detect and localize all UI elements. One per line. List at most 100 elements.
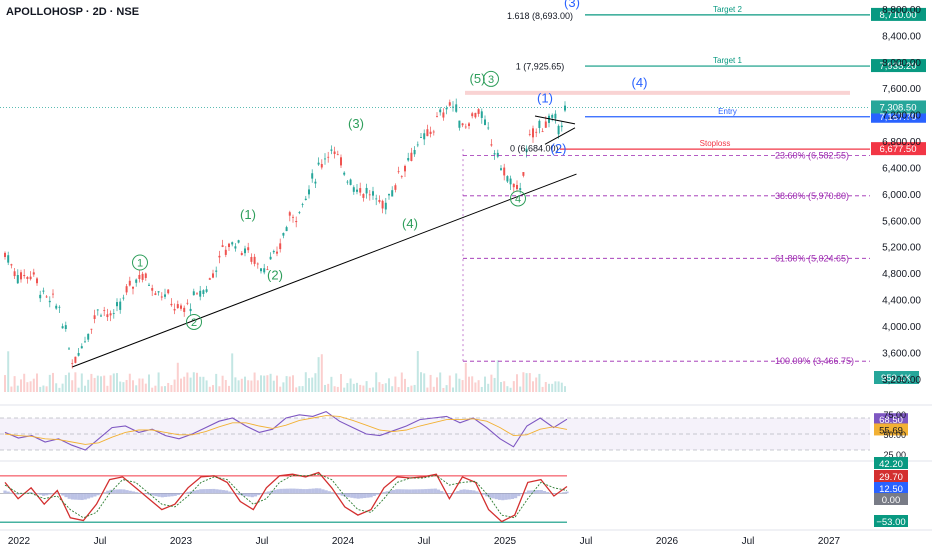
candle-body <box>528 134 531 135</box>
osc-histogram-bar <box>67 493 71 499</box>
candle-body <box>154 293 157 295</box>
candle-body <box>61 326 64 329</box>
volume-bar <box>311 377 314 392</box>
candle-body <box>64 325 67 329</box>
osc-histogram-bar <box>208 488 213 494</box>
candle-body <box>13 271 16 277</box>
volume-bar <box>23 373 26 392</box>
candle-body <box>500 168 502 170</box>
fib-label: 23.60% (6,582.55) <box>775 150 849 160</box>
osc-histogram-bar <box>446 493 450 495</box>
volume-bar <box>196 372 198 392</box>
volume-bar <box>167 382 170 392</box>
candle-body <box>68 348 70 350</box>
candle-body <box>304 198 307 200</box>
volume-bar <box>202 376 205 392</box>
candle-body <box>247 247 250 251</box>
candle-body <box>87 333 90 340</box>
volume-bar <box>55 383 58 392</box>
candle-body <box>10 264 13 266</box>
osc-histogram-bar <box>443 492 447 494</box>
volume-bar <box>244 376 246 392</box>
y-tick-label: 4,400.00 <box>882 296 921 307</box>
wave-label: (2) <box>551 141 567 156</box>
candle-body <box>212 273 214 278</box>
osc-histogram-bar <box>131 491 136 494</box>
volume-bar <box>10 386 13 392</box>
price-layer <box>4 98 566 369</box>
volume-layer <box>4 351 566 392</box>
osc-histogram-bar <box>385 491 389 494</box>
candle-body <box>125 286 128 293</box>
trendline <box>72 173 577 368</box>
volume-bar <box>554 381 557 392</box>
candle-body <box>458 120 461 128</box>
osc-histogram-bar <box>279 488 283 494</box>
osc-histogram-bar <box>520 493 524 495</box>
volume-bar <box>231 353 234 392</box>
osc-histogram-bar <box>465 489 470 494</box>
candle-body <box>160 296 163 298</box>
osc-histogram-bar <box>167 493 171 497</box>
volume-bar <box>365 381 368 392</box>
osc-histogram-bar <box>539 490 543 494</box>
y-tick-label: 6,000.00 <box>882 190 921 201</box>
osc-histogram-bar <box>45 493 49 496</box>
volume-bar <box>144 383 147 392</box>
candle-body <box>308 189 310 195</box>
volume-bar <box>506 386 509 392</box>
osc-histogram-bar <box>96 493 100 496</box>
osc-histogram-bar <box>485 493 489 497</box>
candle-body <box>39 294 42 299</box>
volume-bar <box>336 386 339 392</box>
volume-bar <box>509 387 512 392</box>
wave-label: (5) <box>470 71 486 86</box>
candle-body <box>266 269 269 271</box>
volume-bar <box>327 383 330 392</box>
volume-bar <box>480 386 483 392</box>
volume-bar <box>269 373 272 392</box>
osc-histogram-bar <box>472 490 476 494</box>
candle-body <box>436 116 438 118</box>
osc-histogram-bar <box>170 493 174 497</box>
candle-body <box>340 157 342 166</box>
volume-bar <box>218 386 221 392</box>
volume-bar <box>388 378 390 392</box>
volume-bar <box>541 386 544 392</box>
candle-body <box>356 189 358 192</box>
candle-body <box>544 121 547 128</box>
volume-bar <box>157 372 160 392</box>
candle-body <box>327 156 330 158</box>
volume-bar <box>42 385 45 392</box>
osc-histogram-bar <box>144 493 148 495</box>
volume-bar <box>279 386 282 392</box>
volume-bar <box>346 383 349 392</box>
osc-histogram-bar <box>324 490 328 494</box>
volume-bar <box>324 384 326 392</box>
osc-histogram-bar <box>327 491 331 494</box>
candle-body <box>394 185 397 190</box>
fib-label: 61.80% (5,024.65) <box>775 253 849 263</box>
osc-value-label: 0.00 <box>882 495 901 506</box>
volume-bar <box>519 386 522 392</box>
candle-body <box>132 286 134 289</box>
candle-body <box>224 249 227 255</box>
candle-body <box>298 212 301 214</box>
axis-layer: 8,710.00 7,935.20 7,167.70 6,677.50 7,308.50… <box>8 5 926 547</box>
volume-bar <box>58 387 61 392</box>
level-label: Target 1 <box>713 56 742 65</box>
volume-badge <box>874 371 919 384</box>
volume-bar <box>237 380 240 392</box>
osc-histogram-bar <box>414 489 418 494</box>
candle-body <box>4 252 6 257</box>
x-tick-label: 2022 <box>8 536 31 547</box>
level-label: Target 2 <box>713 5 742 14</box>
volume-bar <box>282 382 285 392</box>
osc-histogram-bar <box>343 493 348 497</box>
osc-histogram-bar <box>74 493 78 500</box>
volume-bar <box>333 386 336 392</box>
volume-bar <box>292 375 294 392</box>
candle-body <box>535 131 538 133</box>
osc-histogram-bar <box>366 493 370 498</box>
